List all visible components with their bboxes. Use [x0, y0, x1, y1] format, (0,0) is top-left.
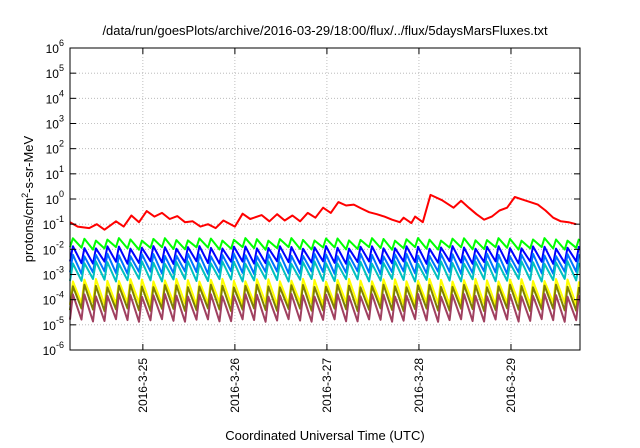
y-tick-label: 101 — [46, 164, 64, 182]
y-tick-label: 10-5 — [43, 315, 64, 333]
x-tick-label: 2016-3-28 — [412, 358, 426, 413]
x-tick-label: 2016-3-29 — [504, 358, 518, 413]
ticks: 10-6 10-5 10-4 10-3 10-2 10-1 100 101 102 103 104 1… — [43, 38, 580, 413]
series-line — [69, 237, 580, 251]
series-line — [69, 252, 580, 275]
series-line — [69, 245, 580, 265]
x-axis-label: Coordinated Universal Time (UTC) — [225, 428, 424, 443]
y-tick-label: 10-1 — [43, 214, 64, 232]
x-tick-label: 2016-3-26 — [228, 358, 242, 413]
series-line — [69, 260, 580, 283]
y-tick-label: 10-3 — [43, 265, 64, 283]
y-tick-label: 103 — [46, 114, 64, 132]
series-line — [69, 193, 577, 231]
x-tick-label: 2016-3-25 — [136, 358, 150, 413]
x-tick-label: 2016-3-27 — [320, 358, 334, 413]
y-tick-label: 10-2 — [43, 239, 64, 257]
series-line — [69, 293, 580, 323]
y-tick-label: 105 — [46, 63, 64, 81]
chart-title: /data/run/goesPlots/archive/2016-03-29/1… — [102, 23, 548, 38]
y-tick-label: 104 — [46, 88, 64, 106]
y-tick-label: 106 — [46, 38, 64, 56]
y-tick-label: 102 — [46, 139, 64, 157]
y-tick-label: 10-6 — [43, 340, 64, 358]
y-tick-label: 10-4 — [43, 290, 64, 308]
series-group — [69, 193, 580, 323]
y-tick-label: 100 — [46, 189, 64, 207]
y-axis-label: protons/cm2-s-sr-MeV — [20, 135, 36, 262]
series-line — [69, 283, 580, 313]
